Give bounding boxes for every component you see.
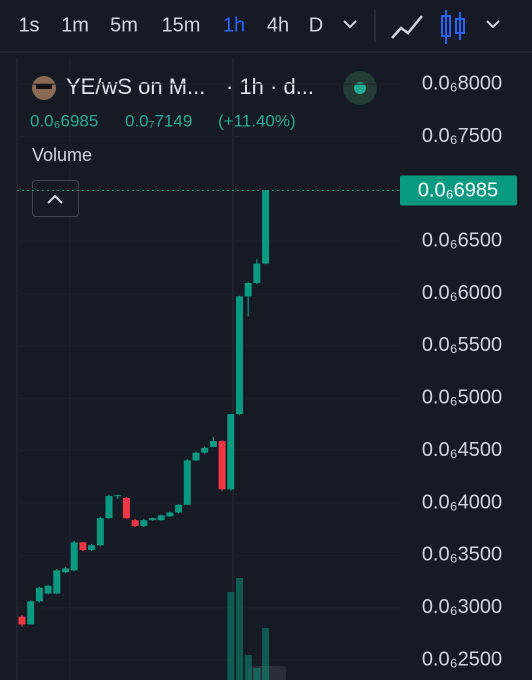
status-dot	[354, 82, 366, 94]
candle-body	[244, 282, 252, 297]
candle-body	[131, 520, 139, 526]
volume-bar	[236, 578, 243, 680]
volume-label: Volume	[32, 145, 92, 165]
avatar-glasses	[36, 84, 52, 89]
interval-button[interactable]: 1m	[61, 14, 89, 36]
candle-body	[209, 441, 217, 447]
volume-bar	[244, 655, 252, 680]
y-tick-label: 0.0₆5000	[422, 387, 502, 409]
interval-button[interactable]: 5m	[110, 14, 138, 36]
change-pct: (+11.40%)	[218, 111, 296, 130]
candle-body	[166, 512, 174, 517]
candle-body	[35, 587, 43, 602]
candle-icon[interactable]	[441, 10, 465, 44]
y-tick-label: 0.0₆7500	[422, 125, 502, 147]
candle-body	[262, 190, 270, 264]
y-tick-label: 0.0₆3500	[422, 544, 502, 566]
y-tick-label: 0.0₆3000	[422, 596, 502, 618]
change: 0.0₇7149	[125, 111, 192, 130]
volume-bar	[227, 592, 235, 680]
price-tag-label: 0.0₆6985	[418, 180, 498, 202]
candle-body	[157, 515, 165, 521]
candle-body	[88, 545, 96, 551]
candle-body	[53, 570, 61, 594]
symbol-title: YE/wS on M...	[66, 74, 205, 99]
chevron[interactable]	[486, 20, 500, 29]
candle-body	[253, 263, 261, 283]
volume-bar	[262, 628, 270, 680]
candle-body	[175, 504, 183, 513]
candle-body	[192, 452, 200, 461]
y-tick-label: 0.0₆8000	[422, 72, 502, 94]
candle-body	[218, 441, 226, 490]
interval-button[interactable]: 1h	[223, 14, 245, 36]
candle-body	[79, 542, 87, 551]
candle-body	[149, 518, 156, 521]
candle-body	[236, 296, 243, 415]
candle-body	[105, 496, 113, 519]
interval-button[interactable]: 15m	[162, 14, 201, 36]
candle-body	[27, 601, 35, 625]
volume-bar	[253, 668, 261, 680]
y-tick-label: 0.0₆4500	[422, 439, 502, 461]
candle-body	[44, 585, 52, 594]
price: 0.0₆6985	[30, 111, 98, 130]
candle-body	[114, 495, 122, 497]
interval-button[interactable]: 4h	[267, 14, 289, 36]
candle-body	[62, 568, 69, 573]
y-tick-label: 0.0₆2500	[422, 648, 502, 670]
interval-button[interactable]: D	[309, 14, 323, 36]
candle-body	[122, 498, 130, 519]
y-tick-label: 0.0₆5500	[422, 334, 502, 356]
candle-body	[96, 518, 104, 546]
candle-body	[201, 447, 209, 453]
candle-body	[140, 520, 148, 526]
candle-body	[18, 616, 26, 625]
interval-button[interactable]: 1s	[18, 14, 39, 36]
chevron-up	[47, 194, 63, 204]
y-tick-label: 0.0₆6000	[422, 282, 502, 304]
symbol-meta: · 1h · d...	[226, 74, 314, 99]
y-tick-label: 0.0₆6500	[422, 230, 502, 252]
chevron[interactable]	[343, 20, 357, 29]
line-chart-icon[interactable]	[391, 15, 423, 39]
candle-body	[183, 460, 191, 505]
price-tag	[400, 175, 517, 206]
y-tick-label: 0.0₆4000	[422, 491, 502, 513]
candle-body	[227, 414, 235, 490]
candle-body	[70, 542, 78, 571]
collapse-button[interactable]	[32, 180, 79, 217]
